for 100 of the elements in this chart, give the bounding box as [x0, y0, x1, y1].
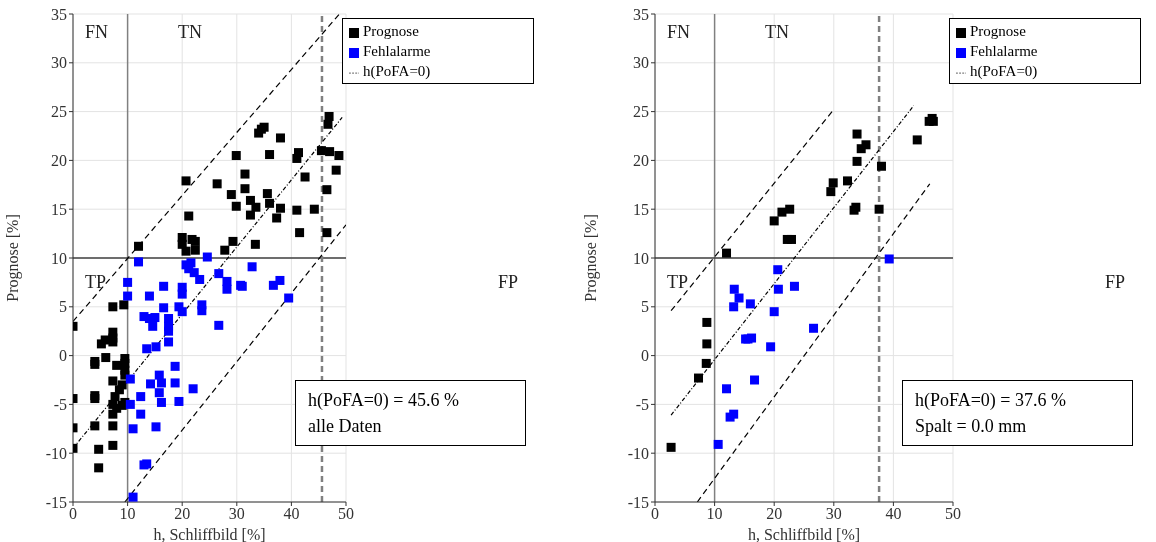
point [134, 257, 144, 267]
point [852, 129, 862, 139]
y-tick-label: 0 [59, 347, 67, 365]
y-tick-label: 35 [51, 5, 67, 23]
y-tick-label: 5 [59, 298, 67, 316]
point [769, 307, 779, 317]
text: FP [498, 272, 519, 293]
point [177, 289, 187, 299]
point [769, 216, 779, 226]
point [766, 342, 776, 352]
point [123, 277, 133, 287]
x-tick-label: 40 [283, 505, 300, 523]
point [729, 302, 739, 312]
point [702, 317, 712, 327]
annotation: h(PoFA=0) = 45.6 % [308, 389, 460, 412]
point [214, 320, 224, 330]
y-tick-label: 15 [51, 200, 67, 218]
point [156, 397, 166, 407]
x-axis-title: h, Schliffbild [%] [153, 526, 266, 542]
x-tick-label: 30 [228, 505, 245, 523]
y-tick-label: 0 [641, 347, 649, 365]
point [773, 284, 783, 294]
y-tick-label: 25 [633, 103, 649, 121]
legend-label: h(PoFA=0) [363, 63, 431, 79]
text: FP [1105, 272, 1126, 293]
point [694, 373, 704, 383]
point [828, 178, 838, 188]
point [159, 303, 169, 313]
point [125, 374, 135, 384]
point [123, 291, 133, 301]
point [159, 281, 169, 291]
point [177, 307, 187, 317]
point [148, 321, 158, 331]
y-tick-label: 20 [51, 152, 67, 170]
y-tick-label: -10 [45, 444, 67, 462]
point [188, 384, 198, 394]
point [861, 140, 871, 150]
y-tick-label: 10 [51, 249, 67, 267]
point [222, 284, 232, 294]
point [666, 442, 676, 452]
point [146, 379, 156, 389]
point [247, 262, 257, 272]
legend-label: Fehlalarme [363, 43, 431, 59]
point [777, 207, 787, 217]
annotation: TN [765, 22, 789, 43]
annotation: TN [178, 22, 202, 43]
annotation: alle Daten [308, 415, 383, 438]
y-tick-label: 30 [633, 54, 649, 72]
point [156, 378, 166, 388]
annotation: Spalt = 0.0 mm [915, 415, 1028, 438]
y-tick-label: -10 [627, 444, 649, 462]
point [151, 342, 161, 352]
point [884, 254, 894, 264]
point [773, 265, 783, 275]
y-axis-title: Prognose [%] [581, 214, 600, 302]
point [202, 252, 212, 262]
legend-label: Fehlalarme [970, 43, 1038, 59]
point [722, 384, 732, 394]
point [826, 187, 836, 197]
point [197, 306, 207, 316]
point [876, 161, 886, 171]
point [136, 409, 146, 419]
y-axis-title: Prognose [%] [3, 214, 22, 302]
point [852, 156, 862, 166]
point [284, 293, 294, 303]
note-box: h(PoFA=0) = 45.6 % alle Daten [295, 380, 526, 446]
annotation: TP [85, 272, 107, 293]
point [275, 275, 285, 285]
point [785, 204, 795, 214]
y-tick-label: 30 [51, 54, 67, 72]
point [912, 135, 922, 145]
point [128, 424, 138, 434]
y-tick-label: -5 [635, 396, 649, 414]
point [750, 375, 760, 385]
point [786, 234, 796, 244]
point [722, 248, 732, 258]
legend-label: h(PoFA=0) [970, 63, 1038, 79]
point [713, 439, 723, 449]
point [174, 396, 184, 406]
legend-label: Prognose [970, 23, 1026, 39]
point [195, 274, 205, 284]
y-tick-label: 25 [51, 103, 67, 121]
annotation: TP [667, 272, 689, 293]
legend-label: Prognose [363, 23, 419, 39]
annotation: FN [85, 22, 109, 43]
point [789, 281, 799, 291]
point [214, 269, 224, 279]
point [164, 337, 174, 347]
annotation: FN [667, 22, 691, 43]
point [734, 293, 744, 303]
point [702, 339, 712, 349]
point [747, 333, 757, 343]
y-tick-label: 15 [633, 200, 649, 218]
annotation: h(PoFA=0) = 37.6 % [915, 389, 1067, 412]
point [136, 392, 146, 402]
point [128, 492, 138, 502]
point [170, 361, 180, 371]
point [843, 176, 853, 186]
point [170, 378, 180, 388]
point [745, 299, 755, 309]
